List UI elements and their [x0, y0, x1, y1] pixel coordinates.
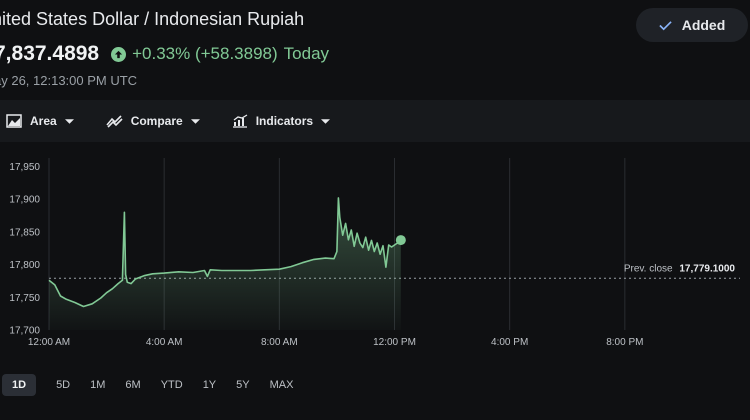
x-tick-label: 4:00 PM: [491, 337, 528, 348]
check-icon: [659, 20, 672, 30]
area-label: Area: [30, 114, 57, 128]
indicators-label: Indicators: [255, 114, 314, 128]
chevron-down-icon: [190, 118, 200, 124]
added-button[interactable]: Added: [636, 8, 748, 42]
y-tick-label: 17,700: [9, 326, 40, 337]
compare-label: Compare: [130, 114, 183, 128]
previous-close-text: Prev. close: [624, 263, 673, 274]
area-chart-icon: [6, 114, 22, 128]
pair-title: nited States Dollar / Indonesian Rupiah: [0, 9, 305, 29]
range-option-5y[interactable]: 5Y: [236, 379, 250, 391]
current-price: 7,837.4898: [0, 42, 100, 65]
chevron-down-icon: [321, 118, 331, 124]
area-dropdown[interactable]: Area: [6, 114, 74, 128]
compare-icon: [106, 115, 123, 128]
change-value: +0.33% (+58.3898): [132, 44, 278, 63]
price-row: 7,837.4898 +0.33% (+58.3898) Today: [0, 42, 329, 66]
y-tick-label: 17,900: [9, 195, 40, 206]
x-tick-label: 12:00 PM: [373, 337, 416, 348]
x-tick-label: 4:00 AM: [146, 337, 183, 348]
indicators-dropdown[interactable]: Indicators: [232, 114, 331, 128]
range-option-6m[interactable]: 6M: [125, 379, 141, 391]
chart-toolbar: Area Compare Indicators: [0, 100, 750, 142]
arrow-up-icon: [111, 46, 127, 62]
price-area: [49, 197, 401, 330]
y-tick-label: 17,850: [9, 227, 40, 238]
added-label: Added: [681, 17, 726, 33]
x-axis: 12:00 AM 4:00 AM 8:00 AM 12:00 PM 4:00 PM 8:0…: [28, 337, 644, 348]
previous-close-label: Prev. close 17,779.1000: [624, 263, 736, 274]
price-change: +0.33% (+58.3898) Today: [111, 44, 329, 64]
y-tick-label: 17,950: [9, 162, 40, 173]
change-period: Today: [283, 44, 330, 63]
range-selector: 1D 5D 1M 6M YTD 1Y 5Y MAX: [0, 372, 313, 398]
price-chart[interactable]: 17,950 17,900 17,850 17,800 17,750 17,700 12:…: [0, 150, 750, 355]
current-price-marker: [395, 235, 406, 246]
chevron-down-icon: [64, 118, 74, 124]
y-tick-label: 17,750: [9, 293, 40, 304]
range-option-1y[interactable]: 1Y: [202, 379, 217, 391]
x-tick-label: 8:00 PM: [606, 337, 643, 348]
previous-close-value: 17,779.1000: [679, 263, 735, 274]
y-axis: 17,950 17,900 17,850 17,800 17,750 17,700: [9, 162, 40, 336]
indicators-icon: [232, 114, 248, 128]
range-option-1d[interactable]: 1D: [2, 374, 37, 396]
timestamp: ay 26, 12:13:00 PM UTC: [0, 73, 138, 88]
compare-dropdown[interactable]: Compare: [106, 114, 200, 128]
x-tick-label: 8:00 AM: [261, 337, 298, 348]
y-tick-label: 17,800: [9, 260, 40, 271]
range-option-max[interactable]: MAX: [269, 379, 294, 391]
x-tick-label: 12:00 AM: [28, 337, 70, 348]
range-option-5d[interactable]: 5D: [56, 379, 71, 391]
price-line: [48, 197, 402, 308]
range-option-1m[interactable]: 1M: [90, 379, 106, 391]
range-option-ytd[interactable]: YTD: [160, 379, 183, 391]
